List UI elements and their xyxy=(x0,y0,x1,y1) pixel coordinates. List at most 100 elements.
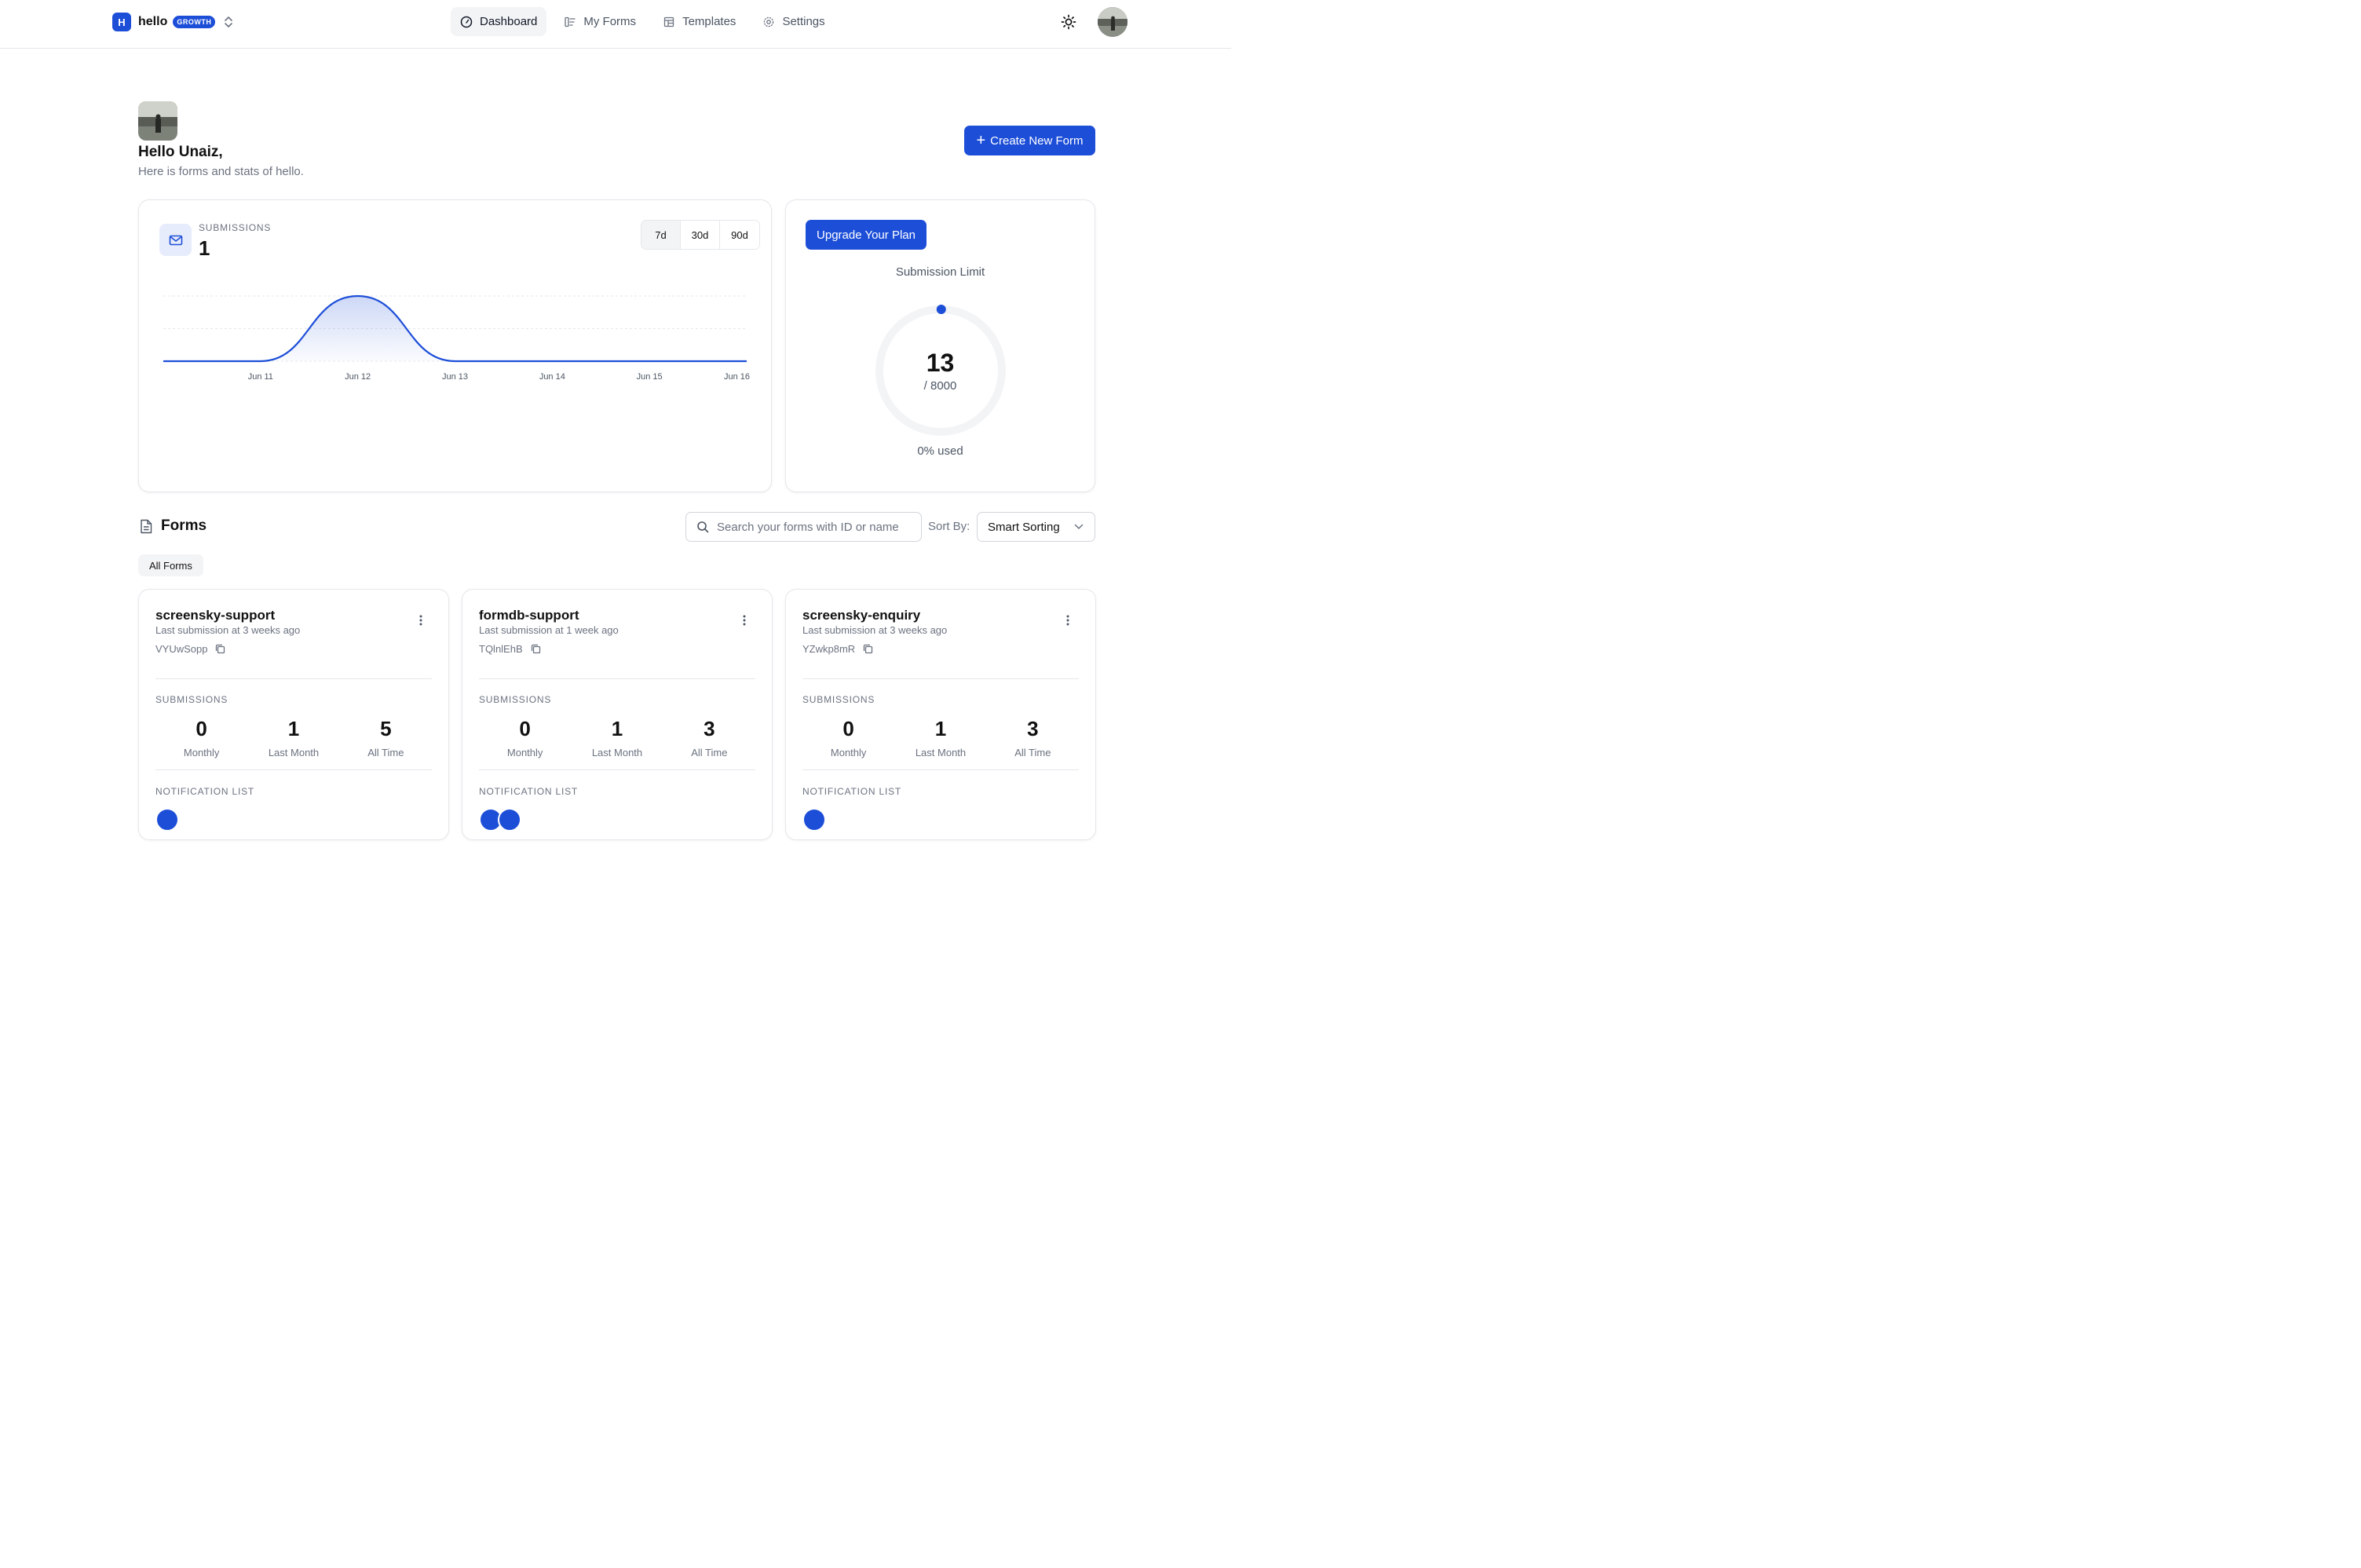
main-nav: Dashboard My Forms Templates Settings xyxy=(451,7,842,36)
search-icon xyxy=(697,521,709,533)
range-90d-button[interactable]: 90d xyxy=(720,221,759,249)
more-options-icon[interactable] xyxy=(417,613,425,627)
stat-label: All Time xyxy=(1014,747,1051,758)
stat-label: Monthly xyxy=(830,747,867,758)
usage-limit: / 8000 xyxy=(923,379,957,393)
copy-icon[interactable] xyxy=(531,644,541,654)
filter-all-forms[interactable]: All Forms xyxy=(138,554,203,576)
notification-avatars xyxy=(155,808,179,832)
forms-icon xyxy=(565,16,576,27)
divider xyxy=(479,678,755,679)
nav-settings-label: Settings xyxy=(782,15,825,28)
form-id-text: TQlnlEhB xyxy=(479,643,523,655)
workspace-name: hello xyxy=(138,15,168,28)
user-avatar[interactable] xyxy=(1098,7,1128,37)
forms-search xyxy=(685,512,922,542)
profile-photo xyxy=(138,101,177,141)
sun-icon xyxy=(1061,14,1076,30)
submissions-section-label: SUBMISSIONS xyxy=(802,694,875,705)
nav-my-forms[interactable]: My Forms xyxy=(554,7,645,36)
stat-monthly: 0 Monthly xyxy=(802,717,894,758)
avatar xyxy=(155,808,179,832)
stat-monthly: 0 Monthly xyxy=(479,717,571,758)
stat-label: Last Month xyxy=(268,747,320,758)
stat-label: All Time xyxy=(691,747,728,758)
chart-area-fill xyxy=(163,296,747,361)
stat-value: 5 xyxy=(380,717,392,740)
sort-label: Sort By: xyxy=(928,520,970,533)
chart-series-line xyxy=(163,294,747,363)
x-tick-label: Jun 12 xyxy=(345,372,371,382)
stat-value: 0 xyxy=(519,717,531,740)
plan-usage-card: Upgrade Your Plan Submission Limit 13 / … xyxy=(785,199,1095,492)
form-card[interactable]: formdb-support Last submission at 1 week… xyxy=(462,589,773,840)
sort-select-value: Smart Sorting xyxy=(988,520,1060,534)
form-last-submission: Last submission at 3 weeks ago xyxy=(155,624,301,636)
stat-value: 3 xyxy=(1027,717,1039,740)
submission-limit-label: Submission Limit xyxy=(895,265,985,279)
nav-dashboard-label: Dashboard xyxy=(480,15,538,28)
nav-settings[interactable]: Settings xyxy=(753,7,834,36)
divider xyxy=(155,678,432,679)
document-icon xyxy=(141,519,152,533)
nav-dashboard[interactable]: Dashboard xyxy=(451,7,547,36)
form-last-submission: Last submission at 1 week ago xyxy=(479,624,619,636)
form-stats: 0 Monthly 1 Last Month 5 All Time xyxy=(155,717,432,758)
workspace-logo: H xyxy=(112,13,131,31)
notification-list-label: NOTIFICATION LIST xyxy=(802,786,902,797)
sort-select[interactable]: Smart Sorting xyxy=(977,512,1095,542)
nav-templates-label: Templates xyxy=(682,15,736,28)
theme-toggle-button[interactable] xyxy=(1059,13,1078,31)
forms-section-title: Forms xyxy=(140,517,206,535)
greeting-title: Hello Unaiz, xyxy=(138,144,223,160)
forms-title-text: Forms xyxy=(161,517,207,534)
copy-icon[interactable] xyxy=(863,644,873,654)
avatar xyxy=(802,808,826,832)
stat-last-month: 1 Last Month xyxy=(247,717,339,758)
mail-icon-tile xyxy=(159,224,192,256)
form-name: screensky-support xyxy=(155,608,276,623)
stat-all-time: 5 All Time xyxy=(340,717,432,758)
top-navbar: H hello GROWTH Dashboard My Forms Templa… xyxy=(0,0,1231,49)
forms-search-input[interactable] xyxy=(717,520,913,534)
mail-icon xyxy=(169,235,182,245)
form-name: screensky-enquiry xyxy=(802,608,921,623)
workspace-switcher[interactable]: H hello GROWTH xyxy=(112,13,234,31)
avatar xyxy=(498,808,521,832)
form-last-submission: Last submission at 3 weeks ago xyxy=(802,624,948,636)
submissions-label: SUBMISSIONS xyxy=(199,222,272,233)
stat-label: All Time xyxy=(367,747,404,758)
form-card[interactable]: screensky-enquiry Last submission at 3 w… xyxy=(785,589,1096,840)
stat-last-month: 1 Last Month xyxy=(571,717,663,758)
stat-monthly: 0 Monthly xyxy=(155,717,247,758)
form-stats: 0 Monthly 1 Last Month 3 All Time xyxy=(802,717,1079,758)
gear-icon xyxy=(764,16,774,27)
divider xyxy=(802,769,1079,770)
form-name: formdb-support xyxy=(479,608,579,623)
x-tick-label: Jun 13 xyxy=(442,372,468,382)
range-7d-button[interactable]: 7d xyxy=(641,221,681,249)
range-30d-button[interactable]: 30d xyxy=(681,221,720,249)
submissions-section-label: SUBMISSIONS xyxy=(479,694,552,705)
stat-all-time: 3 All Time xyxy=(663,717,755,758)
stat-value: 3 xyxy=(704,717,715,740)
more-options-icon[interactable] xyxy=(1064,613,1072,627)
create-new-form-button[interactable]: + Create New Form xyxy=(964,126,1095,155)
stat-label: Last Month xyxy=(591,747,643,758)
create-new-form-label: Create New Form xyxy=(990,133,1084,148)
plan-badge: GROWTH xyxy=(173,16,216,28)
submissions-chart: Jun 11 Jun 12 Jun 13 Jun 14 Jun 15 Jun 16 xyxy=(163,294,750,382)
nav-templates[interactable]: Templates xyxy=(653,7,745,36)
notification-list-label: NOTIFICATION LIST xyxy=(479,786,579,797)
stat-value: 0 xyxy=(842,717,854,740)
upgrade-plan-button[interactable]: Upgrade Your Plan xyxy=(806,220,926,250)
form-card[interactable]: screensky-support Last submission at 3 w… xyxy=(138,589,449,840)
time-range-selector: 7d 30d 90d xyxy=(641,220,760,250)
more-options-icon[interactable] xyxy=(740,613,748,627)
usage-gauge-indicator xyxy=(936,305,946,315)
form-id: YZwkp8mR xyxy=(802,643,873,655)
copy-icon[interactable] xyxy=(215,644,225,654)
submissions-card: SUBMISSIONS 1 7d 30d 90d Jun 11 Jun 12 Jun… xyxy=(138,199,772,492)
stat-label: Monthly xyxy=(183,747,220,758)
form-id: VYUwSopp xyxy=(155,643,225,655)
